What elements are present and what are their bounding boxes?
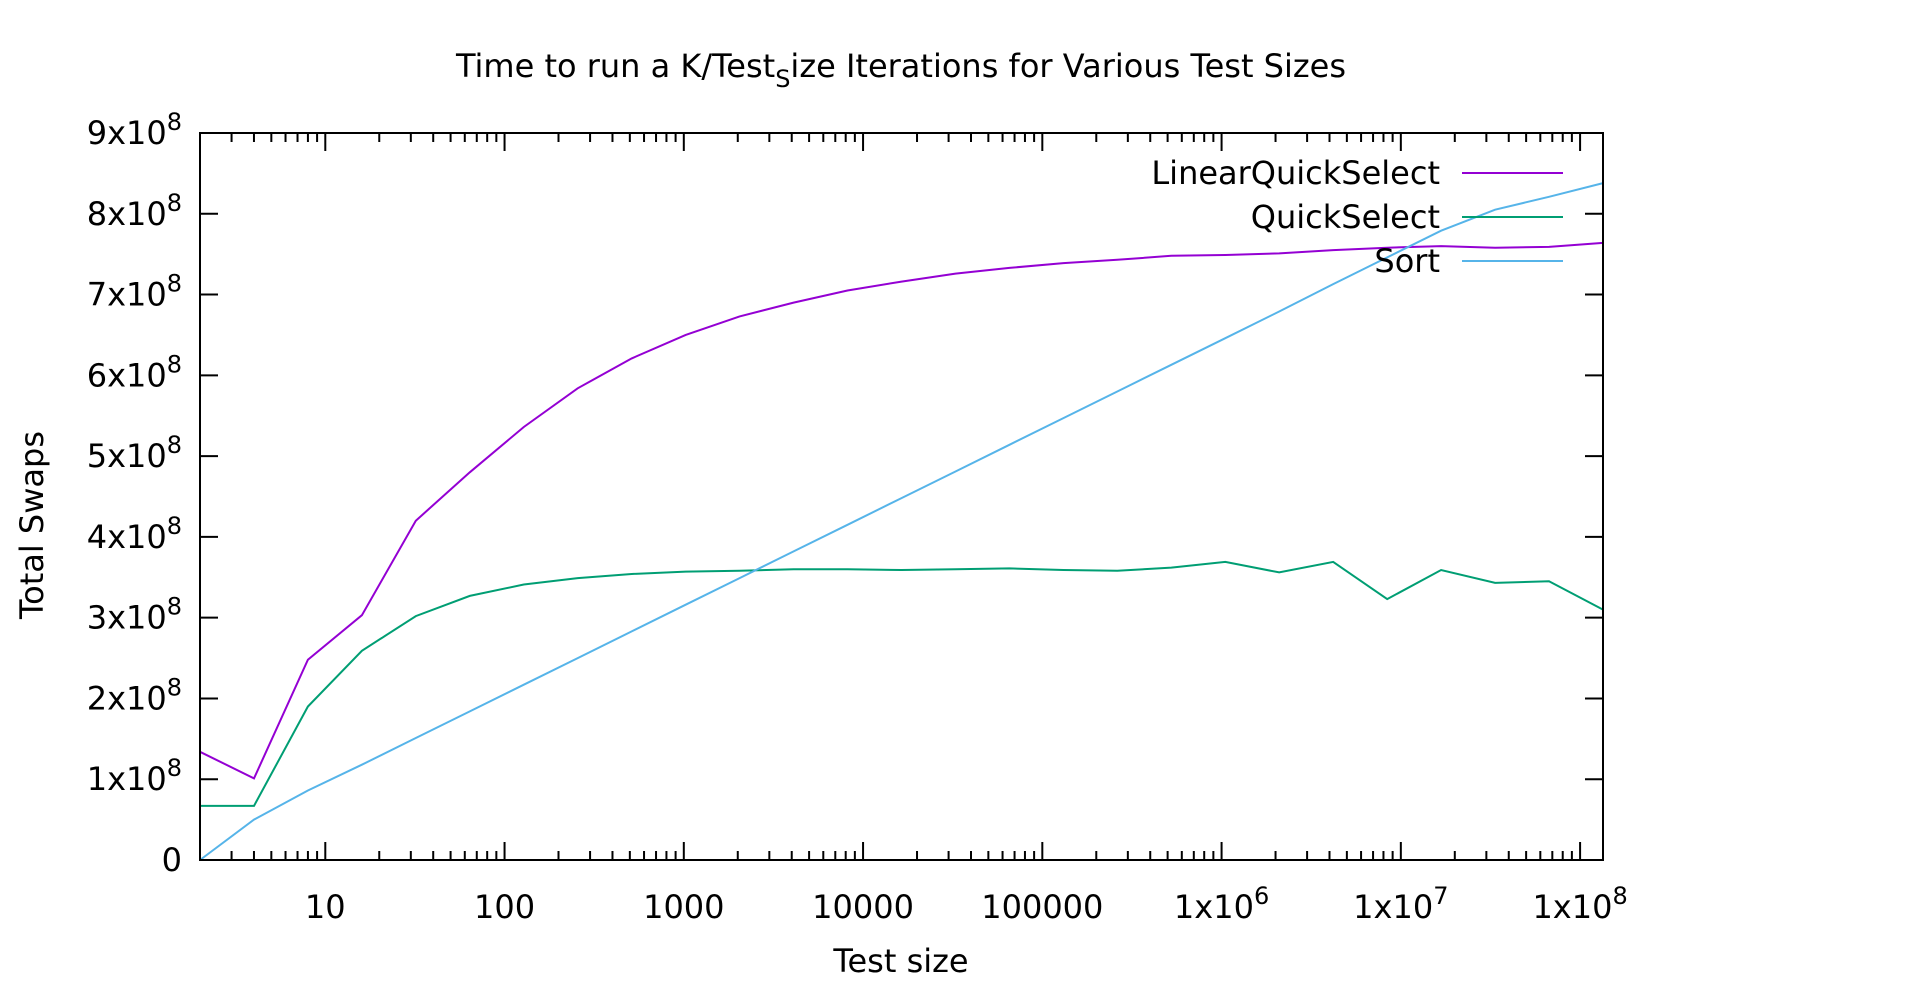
series-line-quickselect [200,560,1604,807]
x-tick-label: 1000 [643,888,724,926]
legend: LinearQuickSelect QuickSelect Sort [1151,154,1563,280]
x-tick-label: 100000 [981,888,1103,926]
x-tick-label: 1x106 [1174,882,1269,926]
legend-label: LinearQuickSelect [1151,154,1440,192]
y-tick-label: 0 [162,841,182,879]
y-tick-label: 8x108 [87,189,182,233]
y-tick-label: 7x108 [87,270,182,314]
y-tick-label: 9x108 [87,108,182,152]
series-line-sort [199,182,1604,861]
y-tick-label: 6x108 [87,350,182,394]
legend-label: QuickSelect [1251,198,1440,236]
y-tick-label: 4x108 [87,512,182,556]
y-tick-label: 1x108 [87,754,182,798]
y-tick-label: 5x108 [87,431,182,475]
x-tick-label: 100 [474,888,535,926]
x-tick-label: 10000 [812,888,914,926]
x-tick-label: 10 [305,888,346,926]
y-tick-label: 2x108 [87,673,182,717]
x-axis-label: Test size [832,942,968,980]
x-tick-label: 1x107 [1353,882,1448,926]
tick-layer: 0 1x108 2x108 3x108 4x108 5x108 6x108 7x108 8x10… [87,108,1628,926]
series-line-linearquickselect [199,241,1604,780]
plot-frame [199,132,1604,861]
x-tick-label: 1x108 [1532,882,1627,926]
y-tick-label: 3x108 [87,593,182,637]
y-axis-label: Total Swaps [13,431,51,620]
series-layer [199,182,1604,861]
chart-title: Time to run a K/TestSize Iterations for … [455,47,1346,93]
legend-label: Sort [1374,242,1440,280]
